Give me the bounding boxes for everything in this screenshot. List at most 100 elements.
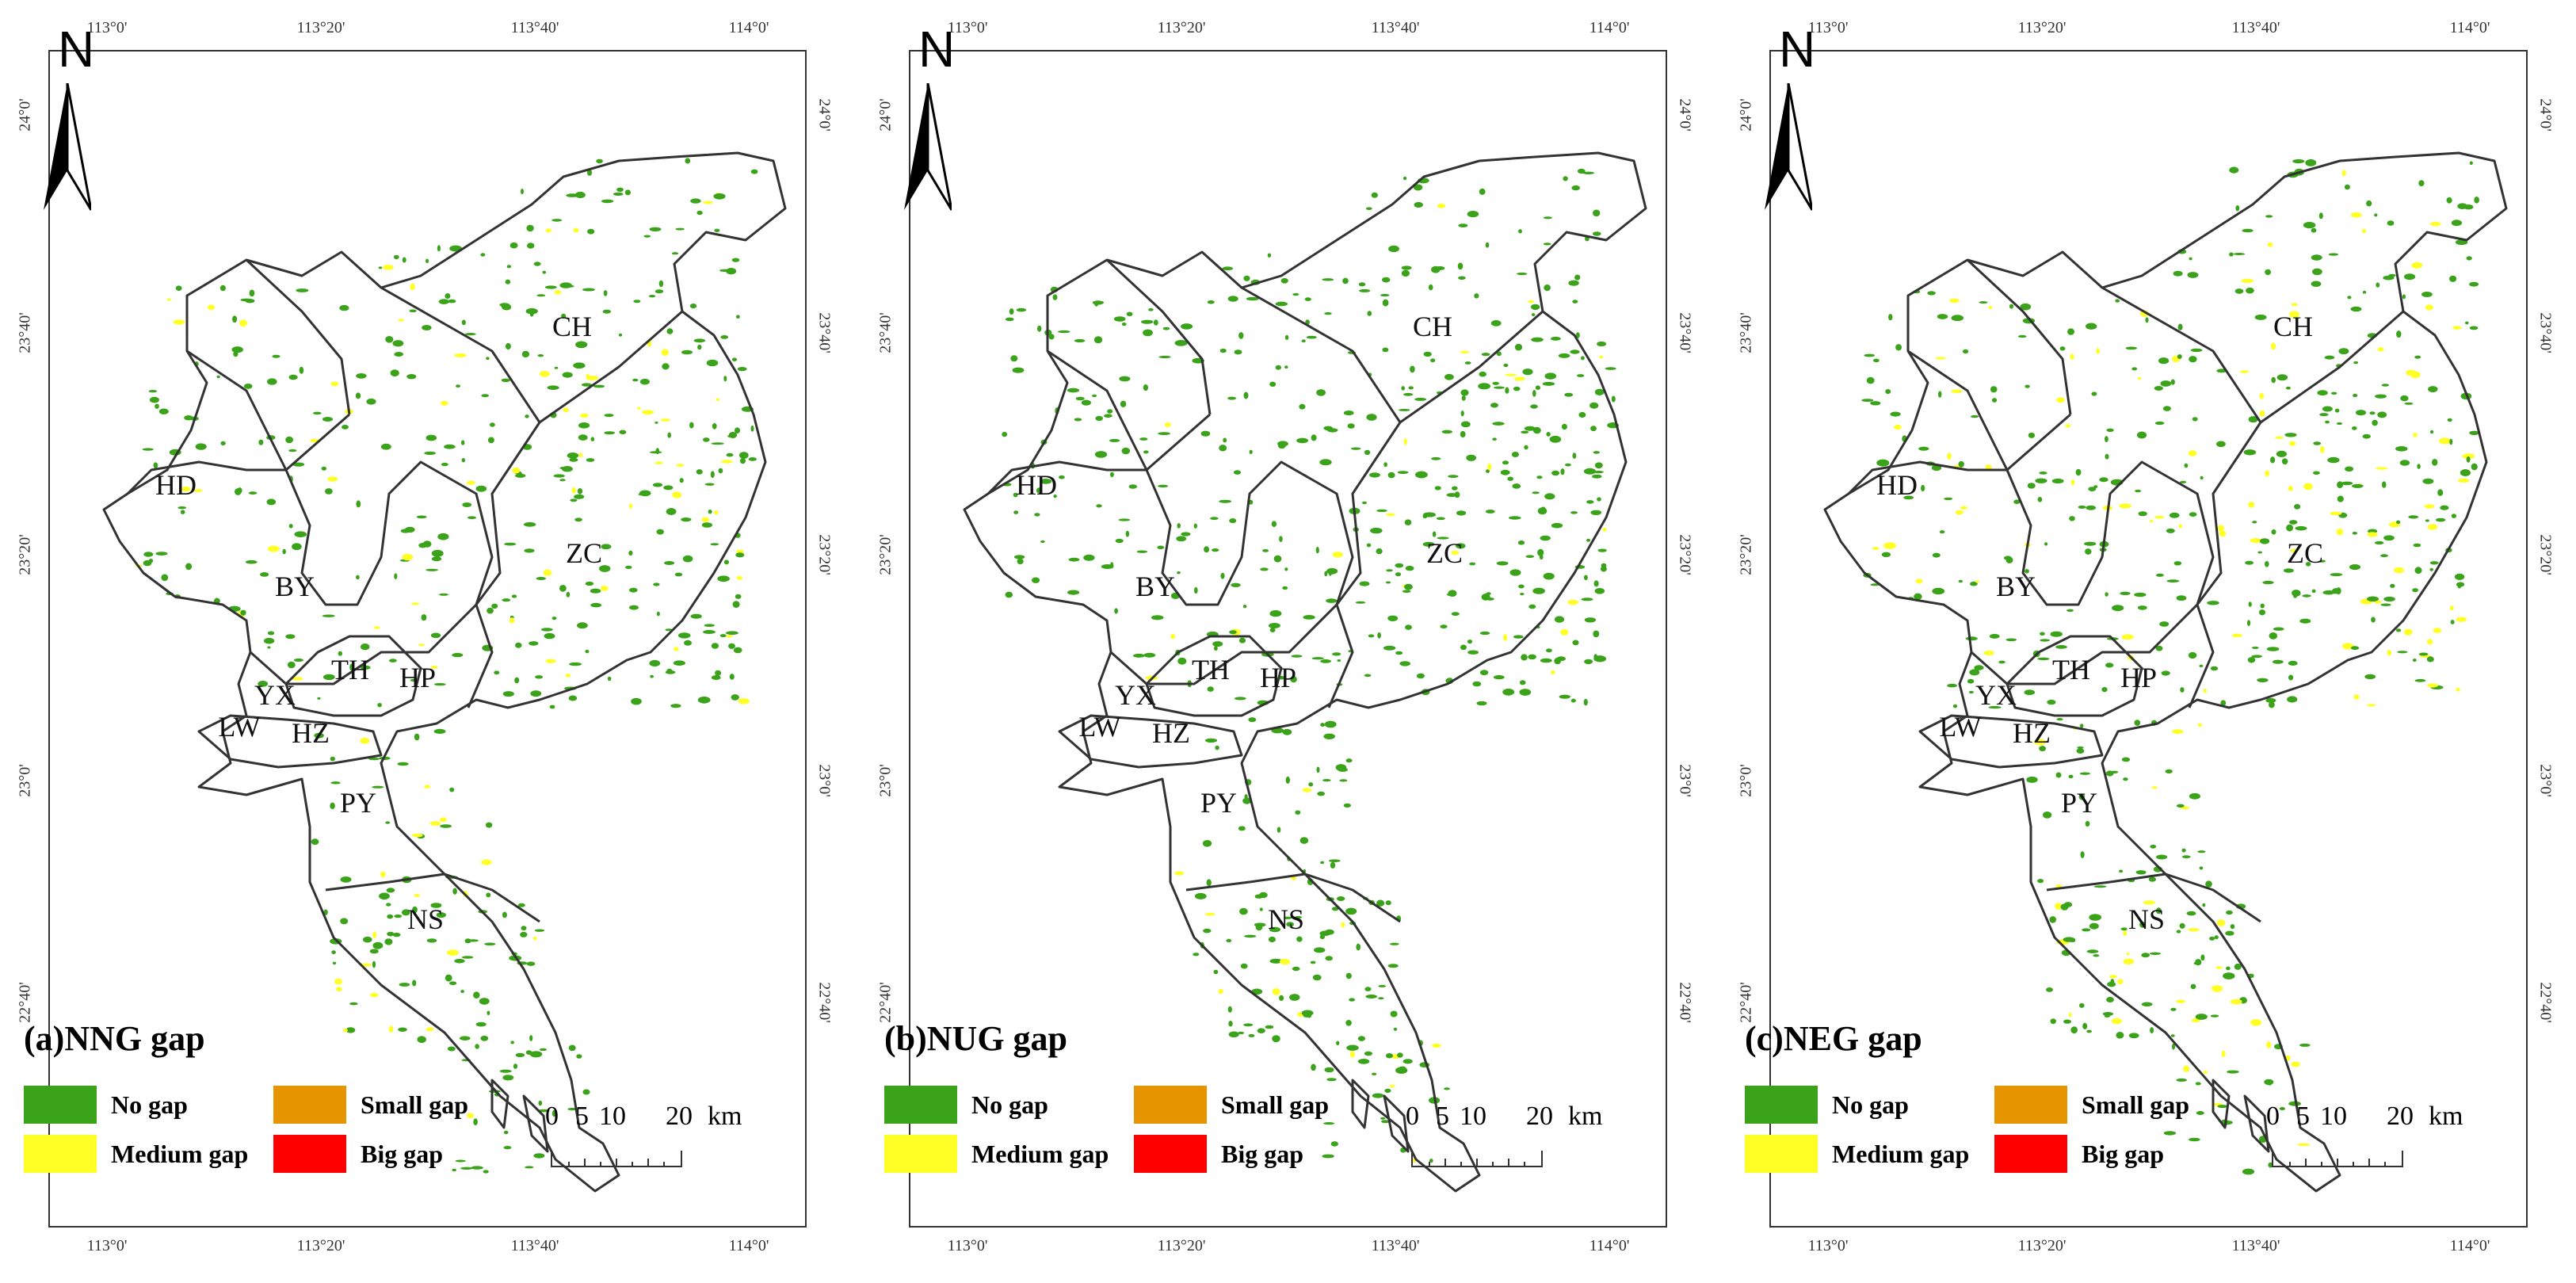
gap-patch xyxy=(2043,811,2052,819)
gap-patch xyxy=(1517,272,1528,276)
district-label-py: PY xyxy=(339,787,377,819)
gap-patch xyxy=(1292,966,1300,972)
gap-patch xyxy=(452,1168,456,1172)
gap-patch xyxy=(551,1109,556,1117)
gap-patch xyxy=(2387,649,2391,656)
gap-patch xyxy=(433,728,446,735)
gap-patch xyxy=(2265,470,2269,477)
gap-patch xyxy=(2425,304,2433,311)
gap-patch xyxy=(2155,645,2163,651)
gap-patch xyxy=(658,280,664,288)
gap-patch xyxy=(532,936,537,941)
gap-patch xyxy=(1387,964,1399,968)
gap-patch xyxy=(540,628,553,632)
gap-patch xyxy=(2226,910,2233,915)
gap-patch xyxy=(1474,293,1479,299)
gap-patch xyxy=(2376,282,2380,288)
gap-patch xyxy=(2135,489,2142,493)
panel-label: (c) xyxy=(1745,1019,1784,1058)
gap-patch xyxy=(2086,949,2099,953)
gap-patch xyxy=(2233,253,2246,255)
gap-patch xyxy=(1268,936,1276,943)
gap-patch xyxy=(1525,555,1535,558)
map-frame xyxy=(48,50,807,1228)
gap-patch xyxy=(1349,1051,1355,1058)
gap-patch xyxy=(1454,491,1460,498)
gap-patch xyxy=(2189,1137,2200,1142)
gap-patch xyxy=(538,1100,543,1106)
gap-patch xyxy=(1324,312,1332,315)
gap-patch xyxy=(590,602,602,608)
gap-patch xyxy=(1158,432,1170,435)
gap-patch xyxy=(526,224,534,232)
gap-patch xyxy=(1581,598,1593,601)
gap-patch xyxy=(2230,924,2235,930)
gap-patch xyxy=(1359,288,1371,292)
gap-patch xyxy=(1240,963,1248,969)
gap-patch xyxy=(2162,406,2171,411)
gap-patch xyxy=(2267,242,2273,247)
gap-patch xyxy=(513,1063,518,1069)
gap-patch xyxy=(232,315,238,323)
legend-swatch-medium-gap xyxy=(1745,1135,1818,1173)
gap-patch xyxy=(1478,383,1490,390)
gap-patch xyxy=(2195,1014,2208,1020)
gap-patch xyxy=(394,915,403,918)
gap-patch xyxy=(1932,552,1941,558)
gap-patch xyxy=(1885,389,1891,395)
gap-patch xyxy=(601,199,614,204)
gap-patch xyxy=(248,491,258,495)
gap-patch xyxy=(1581,356,1585,361)
gap-patch xyxy=(2189,257,2192,261)
gap-patch xyxy=(1104,414,1112,418)
gap-patch xyxy=(1452,486,1458,491)
gap-patch xyxy=(2269,701,2275,708)
lat-tick-left: 23°0' xyxy=(16,764,34,797)
gap-patch xyxy=(1332,552,1343,558)
gap-patch xyxy=(1517,540,1525,545)
gap-patch xyxy=(1262,549,1269,552)
gap-patch xyxy=(1958,460,1964,468)
north-letter: N xyxy=(58,21,95,78)
gap-patch xyxy=(1969,669,1980,676)
gap-patch xyxy=(1319,459,1332,466)
gap-patch xyxy=(1971,414,1979,418)
gap-patch xyxy=(2199,664,2204,667)
gap-patch xyxy=(2353,694,2360,700)
gap-patch xyxy=(288,374,298,380)
gap-patch xyxy=(1336,1041,1340,1046)
gap-patch xyxy=(207,304,216,311)
gap-patch xyxy=(2412,588,2418,593)
gap-patch xyxy=(1337,896,1345,901)
gap-patch xyxy=(1074,418,1082,422)
gap-patch xyxy=(562,372,573,378)
gap-patch xyxy=(372,931,377,939)
gap-patch xyxy=(454,353,467,357)
gap-patch xyxy=(153,462,158,469)
gap-patch xyxy=(1177,571,1181,575)
gap-patch xyxy=(1207,300,1215,304)
gap-patch xyxy=(173,319,185,325)
gap-patch xyxy=(2366,596,2379,602)
gap-patch xyxy=(1366,414,1377,421)
gap-patch xyxy=(1461,395,1466,401)
gap-patch xyxy=(1575,332,1580,338)
lat-tick-right: 23°20' xyxy=(815,534,834,575)
gap-patch xyxy=(2154,421,2165,426)
gap-patch xyxy=(2040,632,2045,636)
boundary-py-ns xyxy=(2046,873,2261,923)
gap-patch xyxy=(637,407,641,410)
boundary-py-ns xyxy=(325,873,540,923)
gap-patch xyxy=(1399,1066,1406,1071)
lon-tick-top: 113°40' xyxy=(1371,19,1420,36)
gap-patch xyxy=(2248,601,2252,607)
gap-patch xyxy=(2027,483,2036,489)
lat-tick-left: 23°40' xyxy=(16,312,34,353)
gap-patch xyxy=(2088,487,2097,491)
gap-patch xyxy=(652,483,663,487)
gap-patch xyxy=(681,349,693,355)
gap-patch xyxy=(1951,389,1963,394)
gap-patch xyxy=(656,529,664,535)
gap-patch xyxy=(287,661,296,669)
scale-value-20: 20 xyxy=(666,1102,693,1131)
